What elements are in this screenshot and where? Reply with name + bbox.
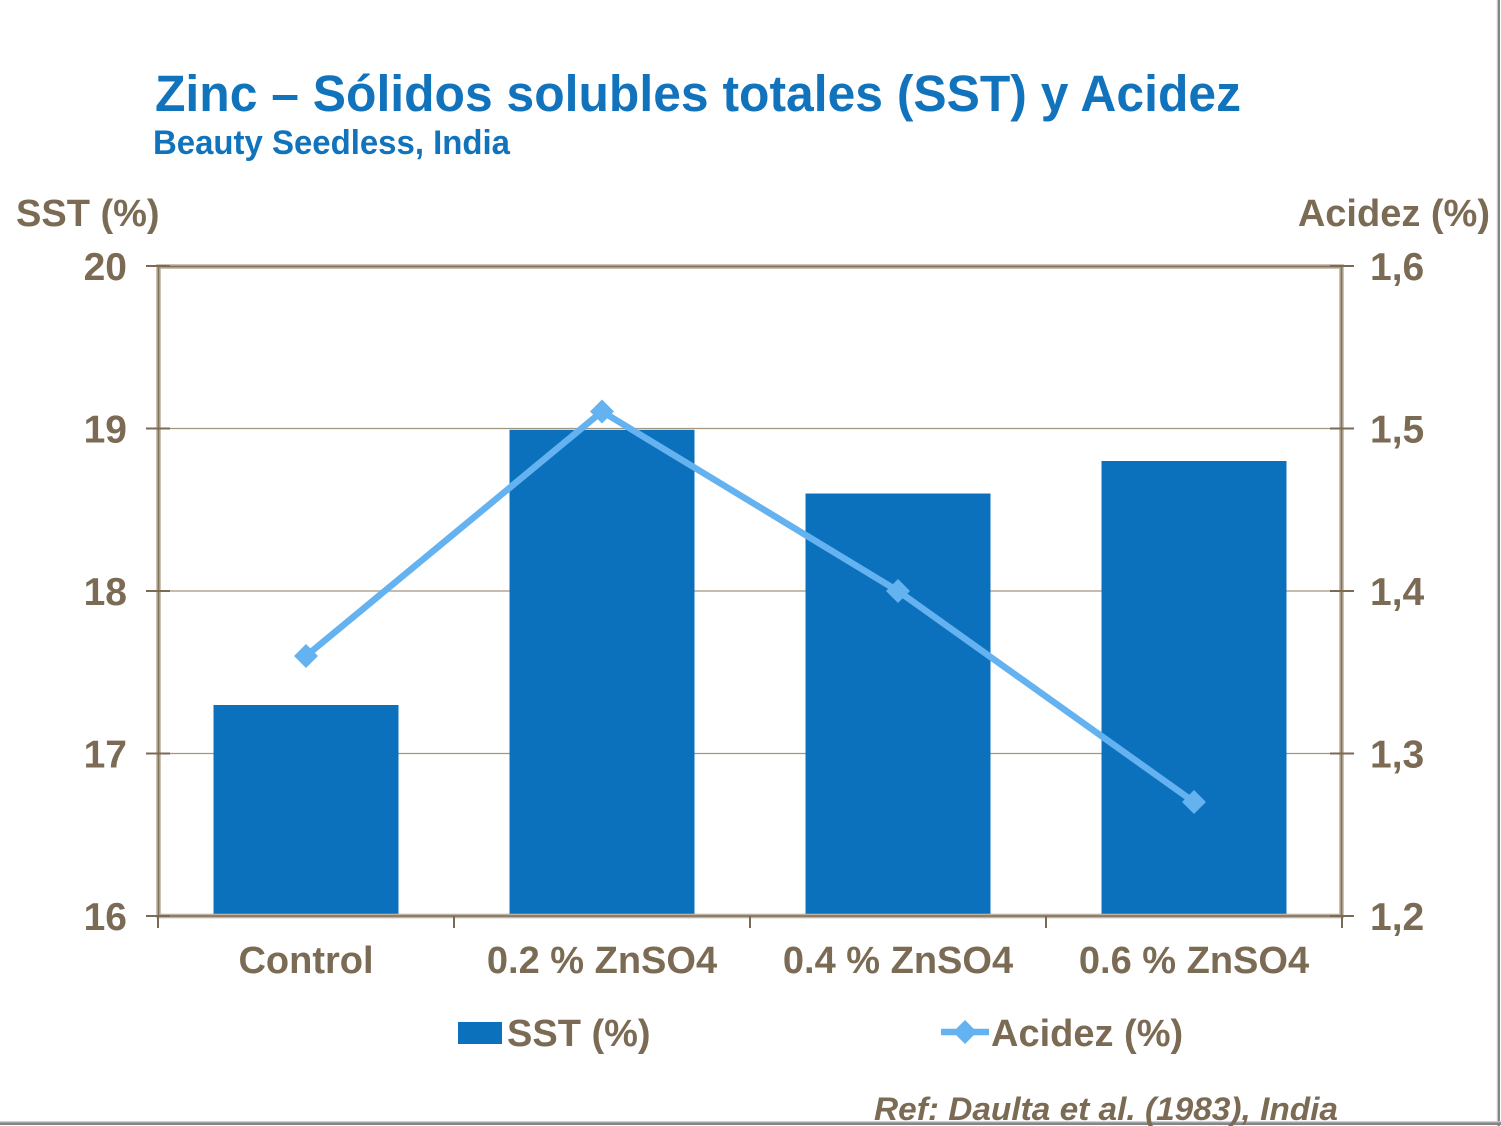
svg-text:Acidez (%): Acidez (%) [1298,193,1490,235]
svg-text:Ref: Daulta et al. (1983), Ind: Ref: Daulta et al. (1983), India [874,1091,1338,1126]
svg-text:Zinc – Sólidos solubles totale: Zinc – Sólidos solubles totales (SST) y … [155,65,1241,122]
svg-text:19: 19 [84,409,127,452]
svg-text:SST (%): SST (%) [16,193,160,235]
svg-text:SST (%): SST (%) [507,1013,651,1055]
svg-text:Control: Control [238,940,373,982]
svg-text:17: 17 [84,734,127,777]
svg-text:0.2 % ZnSO4: 0.2 % ZnSO4 [487,940,717,982]
svg-text:1,5: 1,5 [1370,409,1424,452]
svg-text:1,2: 1,2 [1370,896,1424,939]
svg-text:0.4 % ZnSO4: 0.4 % ZnSO4 [783,940,1013,982]
svg-text:1,3: 1,3 [1370,734,1424,777]
svg-text:1,4: 1,4 [1370,571,1425,614]
svg-text:16: 16 [84,896,127,939]
svg-text:0.6 % ZnSO4: 0.6 % ZnSO4 [1079,940,1309,982]
svg-text:Acidez (%): Acidez (%) [991,1013,1183,1055]
svg-text:Beauty Seedless, India: Beauty Seedless, India [153,124,511,162]
svg-text:20: 20 [84,246,127,289]
svg-text:18: 18 [84,571,127,614]
svg-text:1,6: 1,6 [1370,246,1424,289]
